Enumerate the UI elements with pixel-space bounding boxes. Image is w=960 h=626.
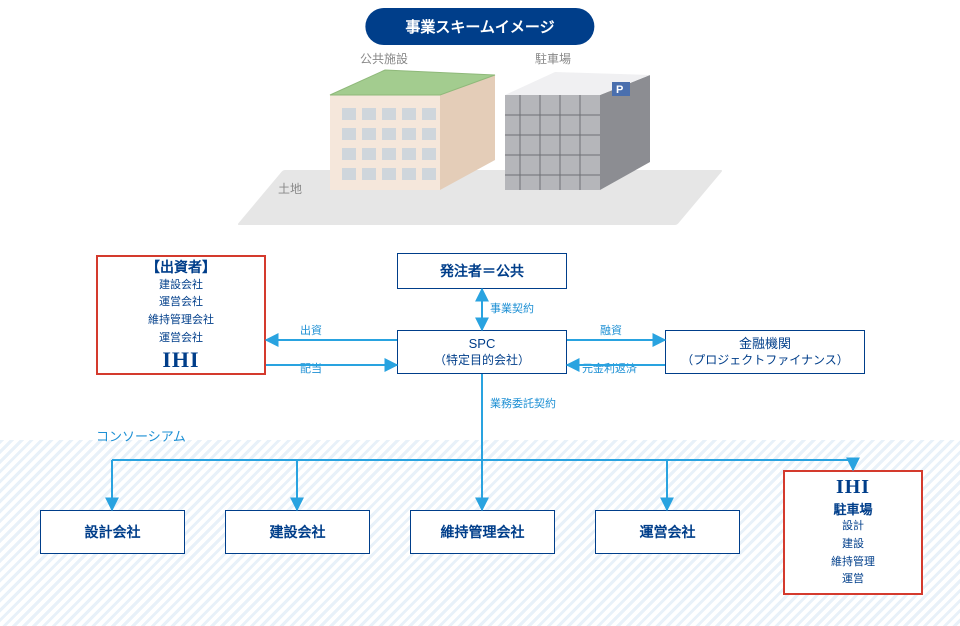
node-ihi-parking-subtitle: 駐車場 (791, 499, 915, 518)
node-construct-title: 建設会社 (226, 522, 369, 542)
node-ihi-parking-line-1: 建設 (791, 536, 915, 554)
illustration-svg: P (260, 50, 700, 225)
node-spc-line1: SPC (398, 336, 566, 353)
node-bank: 金融機関 （プロジェクトファイナンス） (665, 330, 865, 374)
node-investor-line-1: 運営会社 (102, 294, 260, 312)
scheme-illustration: 公共施設 駐車場 土地 (260, 50, 700, 225)
node-operate-title: 運営会社 (596, 522, 739, 542)
node-investor-title: 【出資者】 (102, 257, 260, 277)
node-spc: SPC （特定目的会社） (397, 330, 567, 374)
node-maintain: 維持管理会社 (410, 510, 555, 554)
node-ihi-parking: IHI 駐車場 設計 建設 維持管理 運営 (783, 470, 923, 595)
node-ihi-parking-line-0: 設計 (791, 518, 915, 536)
node-operate: 運営会社 (595, 510, 740, 554)
node-investor-line-0: 建設会社 (102, 277, 260, 295)
node-bank-line2: （プロジェクトファイナンス） (666, 353, 864, 369)
node-design: 設計会社 (40, 510, 185, 554)
consortium-label: コンソーシアム (96, 426, 186, 445)
edge-label-invest: 出資 (300, 322, 322, 338)
edge-label-outsrc: 業務委託契約 (490, 395, 556, 411)
node-design-title: 設計会社 (41, 522, 184, 542)
node-bank-line1: 金融機関 (666, 336, 864, 353)
edge-label-repay: 元金利返済 (582, 360, 637, 376)
diagram-title: 事業スキームイメージ (365, 8, 594, 45)
node-investor-line-3: 運営会社 (102, 330, 260, 348)
node-ihi-parking-line-3: 運営 (791, 571, 915, 589)
node-investor-line-2: 維持管理会社 (102, 312, 260, 330)
node-investor: 【出資者】 建設会社 運営会社 維持管理会社 運営会社 IHI (96, 255, 266, 375)
node-orderer: 発注者＝公共 (397, 253, 567, 289)
node-ihi-parking-brand: IHI (791, 476, 915, 499)
node-ihi-parking-line-2: 維持管理 (791, 554, 915, 572)
node-orderer-title: 発注者＝公共 (398, 261, 566, 281)
node-spc-line2: （特定目的会社） (398, 353, 566, 369)
edge-label-dividend: 配当 (300, 360, 322, 376)
node-investor-brand: IHI (102, 347, 260, 373)
edge-label-finance: 融資 (600, 322, 622, 338)
svg-text:P: P (616, 84, 623, 96)
node-construct: 建設会社 (225, 510, 370, 554)
node-maintain-title: 維持管理会社 (411, 522, 554, 542)
edge-label-contract: 事業契約 (490, 300, 534, 316)
